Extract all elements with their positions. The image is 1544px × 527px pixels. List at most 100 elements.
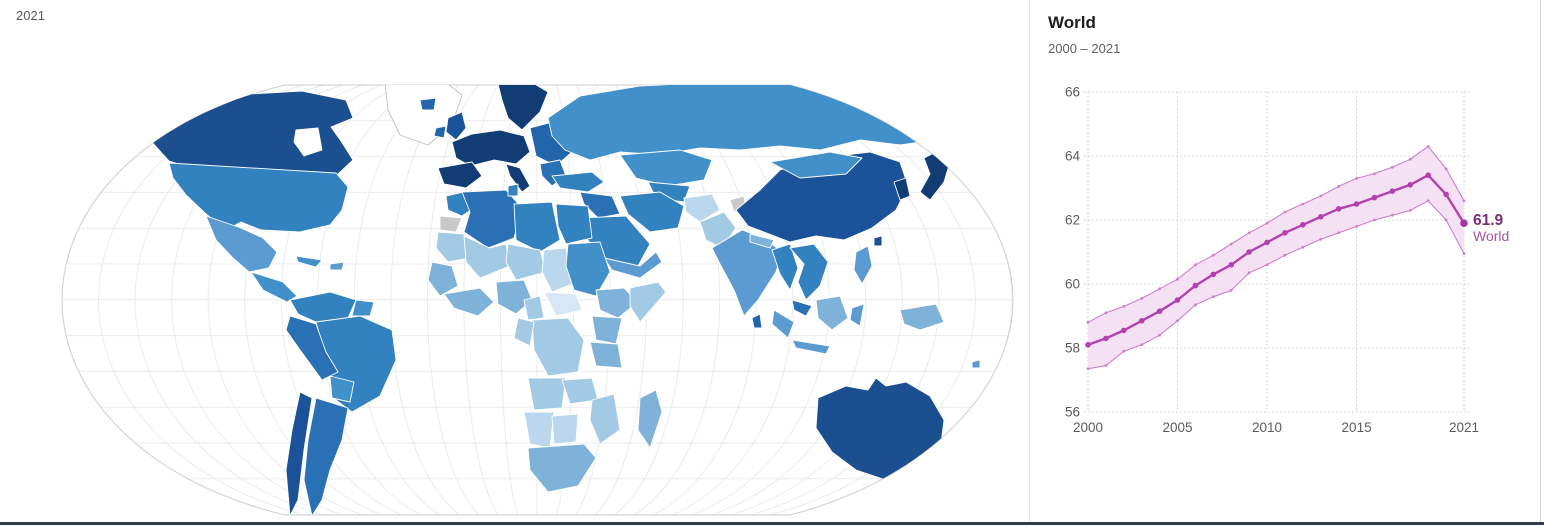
country-argentina[interactable] [303,397,349,516]
upper-bound-point [1337,185,1341,188]
country-russia-far-east[interactable] [62,89,107,115]
lower-bound-point [1301,245,1305,249]
upper-bound-point [1211,253,1215,257]
country-chile[interactable] [285,391,313,516]
country-chad[interactable] [541,247,573,293]
country-mozambique-zimbabwe[interactable] [589,393,621,445]
country-australia[interactable] [815,377,945,481]
country-united-kingdom[interactable] [445,111,467,141]
country-indonesia-sulawesi[interactable] [849,303,865,327]
country-yemen-oman[interactable] [603,251,663,279]
country-angola[interactable] [527,377,567,411]
country-afghanistan[interactable] [683,193,721,223]
country-mauritania[interactable] [435,231,471,263]
country-somalia[interactable] [629,281,667,323]
country-kazakhstan[interactable] [619,149,713,187]
country-western-sahara[interactable] [439,215,463,233]
lower-bound-point [1122,349,1126,353]
country-bolivia-paraguay[interactable] [329,375,355,403]
country-indonesia-java[interactable] [791,339,831,355]
country-congo-gabon[interactable] [513,317,535,347]
country-tunisia[interactable] [507,183,519,197]
region-scandinavia[interactable] [497,80,549,131]
upper-bound-point [1283,210,1287,214]
lower-bound-point [1408,209,1412,212]
country-nigeria[interactable] [495,279,533,315]
chart-subtitle: 2000 – 2021 [1048,41,1121,56]
country-italy[interactable] [505,163,531,193]
line-chart[interactable]: 56 58 60 62 64 66 2000 2005 2010 2015 2021 61.9 Worl… [1030,70,1540,522]
data-point [1407,182,1414,188]
main-line [1087,173,1466,346]
country-south-africa[interactable] [527,443,597,493]
country-indonesia-borneo[interactable] [815,295,849,331]
x-tick-label: 2015 [1342,420,1372,435]
country-central-african-republic[interactable] [543,291,583,317]
country-cuba[interactable] [295,255,323,268]
country-papua-new-guinea[interactable] [899,303,945,331]
data-point [1138,318,1145,324]
data-point [1228,262,1235,268]
country-malaysia[interactable] [791,299,813,317]
country-sudan[interactable] [565,241,611,297]
country-new-zealand-south[interactable] [937,451,961,475]
country-fiji[interactable] [971,359,981,369]
country-senegal-guinea[interactable] [427,261,459,297]
data-point [1282,230,1288,236]
world-choropleth-map[interactable] [0,0,1029,525]
country-tanzania[interactable] [589,341,623,369]
country-myanmar[interactable] [771,243,799,291]
country-nepal[interactable] [749,233,775,249]
country-libya[interactable] [513,201,561,253]
country-ethiopia[interactable] [595,287,639,319]
country-spain-portugal[interactable] [437,161,483,189]
lower-bound-point [1176,319,1179,323]
country-russia[interactable] [547,82,1011,161]
timeline-bar-edge[interactable] [0,522,1544,525]
country-philippines[interactable] [853,245,873,285]
country-iran[interactable] [619,191,685,233]
window-right-border [1540,0,1541,525]
country-mongolia[interactable] [769,151,863,179]
country-indonesia-sumatra[interactable] [771,309,795,339]
country-india[interactable] [711,229,783,317]
country-cameroon[interactable] [523,295,545,321]
data-point [1192,282,1199,289]
country-usa[interactable] [168,162,349,233]
country-turkey[interactable] [551,171,605,193]
confidence-band [1088,146,1464,369]
hudson-bay [293,127,323,157]
data-point [1246,249,1252,255]
upper-bound-point [1122,305,1126,308]
country-iceland[interactable] [419,97,437,111]
country-madagascar[interactable] [637,389,663,449]
country-south-korea[interactable] [893,177,911,201]
country-new-zealand-north[interactable] [953,433,973,453]
upper-bound-point [1301,202,1305,206]
upper-bound-point [1086,321,1090,324]
region-guyanas[interactable] [351,299,375,317]
data-point [1443,191,1449,198]
country-mexico[interactable] [205,215,278,273]
country-drc[interactable] [531,317,585,377]
upper-bound-point [1319,194,1323,198]
country-taiwan[interactable] [873,235,883,247]
country-botswana[interactable] [551,413,579,445]
region-west-africa-coast[interactable] [443,287,495,317]
country-hispaniola[interactable] [329,261,345,271]
country-thailand-vietnam[interactable] [789,243,829,301]
data-point [1460,219,1468,227]
region-central-america[interactable] [250,271,298,303]
country-iraq-syria[interactable] [579,191,621,219]
country-niger[interactable] [505,243,547,281]
country-ireland[interactable] [433,125,447,139]
data-point [1425,172,1431,178]
country-australia-tasmania[interactable] [893,489,905,501]
region-western-europe[interactable] [451,129,531,167]
country-egypt[interactable] [555,203,593,245]
country-kenya-uganda[interactable] [591,315,623,345]
data-point [1121,327,1127,334]
country-sri-lanka[interactable] [751,313,763,329]
y-tick-label: 60 [1065,277,1080,292]
data-point [1353,201,1360,207]
